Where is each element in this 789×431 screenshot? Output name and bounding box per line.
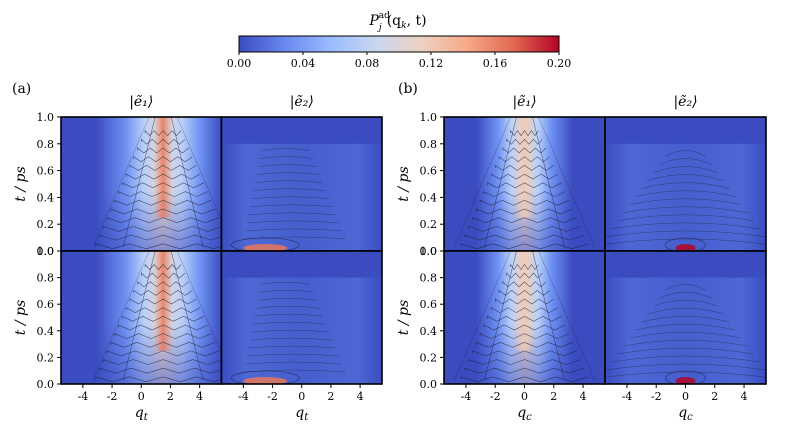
heatmap-b-state2-row1 bbox=[604, 116, 767, 252]
y-axis-label: t / ps bbox=[13, 166, 29, 201]
heatmap-b-state1-row1 bbox=[443, 116, 606, 252]
panel-group-a: |ẽ₁⟩ -4 -2 0 2 4 qt |ẽ₂⟩ -4 -2 0 2 4 qt 0.0 0.2 0.4 0.6 0.… bbox=[12, 81, 383, 423]
heatmap-b-state2-row2 bbox=[604, 250, 767, 385]
panel-label: (b) bbox=[398, 81, 418, 97]
y-tick-label: 0.0 bbox=[420, 378, 438, 391]
y-tick-label: 0.6 bbox=[37, 298, 55, 311]
hotspot bbox=[243, 244, 288, 251]
x-tick-label: 0 bbox=[682, 390, 689, 403]
y-axis-label: t / ps bbox=[13, 300, 29, 335]
column-title: |ẽ₂⟩ bbox=[290, 94, 314, 110]
x-axis-label: qt bbox=[295, 405, 309, 423]
y-tick-label: 0.8 bbox=[420, 138, 438, 151]
colorbar-tick-label: 0.00 bbox=[227, 57, 252, 70]
y-tick-label: 0.8 bbox=[37, 272, 55, 285]
y-tick-label: 0.6 bbox=[37, 165, 55, 178]
y-tick-label: 0.2 bbox=[37, 218, 55, 231]
x-axis-label: qc bbox=[678, 405, 693, 423]
y-tick-label: 0.4 bbox=[420, 325, 438, 338]
y-tick-label: 0.4 bbox=[37, 191, 55, 204]
y-tick-label: 1.0 bbox=[37, 245, 55, 258]
x-tick-label: -2 bbox=[651, 390, 662, 403]
y-tick-label: 0.0 bbox=[420, 245, 438, 258]
y-tick-label: 0.0 bbox=[37, 378, 55, 391]
x-tick-label: -4 bbox=[622, 390, 633, 403]
y-tick-label: 0.0 bbox=[37, 245, 55, 258]
y-tick-label: 0.2 bbox=[37, 351, 55, 364]
x-tick-label: 4 bbox=[357, 390, 364, 403]
y-tick-label: 0.2 bbox=[420, 351, 438, 364]
x-tick-label: 2 bbox=[167, 390, 174, 403]
colorbar-tick-label: 0.04 bbox=[291, 57, 316, 70]
x-tick-label: 4 bbox=[741, 390, 748, 403]
y-tick-label: 0.6 bbox=[420, 298, 438, 311]
x-tick-label: 4 bbox=[580, 390, 587, 403]
x-tick-label: 2 bbox=[711, 390, 718, 403]
x-tick-label: 0 bbox=[521, 390, 528, 403]
column-title: |ẽ₂⟩ bbox=[673, 94, 697, 110]
x-tick-label: 0 bbox=[138, 390, 145, 403]
x-axis-label: qc bbox=[517, 405, 532, 423]
y-tick-label: 1.0 bbox=[420, 245, 438, 258]
x-tick-label: 4 bbox=[196, 390, 203, 403]
heatmap-a-state1-row1 bbox=[60, 116, 223, 252]
y-tick-label: 1.0 bbox=[420, 111, 438, 124]
heatmap-a-state2-row2 bbox=[220, 250, 383, 385]
x-axis-label: qt bbox=[135, 405, 149, 423]
x-tick-label: -4 bbox=[461, 390, 472, 403]
panels: |ẽ₁⟩ -4 -2 0 2 4 qt |ẽ₂⟩ -4 -2 0 2 4 qt 0.0 0.2 0.4 0.6 0.… bbox=[12, 81, 767, 423]
x-tick-label: -2 bbox=[107, 390, 118, 403]
colorbar-title: Pad j (qk, t) bbox=[368, 11, 426, 33]
y-tick-label: 0.4 bbox=[420, 191, 438, 204]
y-axis-label: t / ps bbox=[396, 166, 412, 201]
hotspot bbox=[675, 377, 696, 384]
colorbar-tick-label: 0.20 bbox=[547, 57, 572, 70]
heatmap-a-state1-row2 bbox=[60, 250, 223, 385]
colorbar-gradient bbox=[238, 35, 560, 53]
hotspot bbox=[243, 377, 288, 384]
column-title: |ẽ₁⟩ bbox=[512, 94, 536, 110]
x-tick-label: 2 bbox=[327, 390, 334, 403]
x-tick-label: -2 bbox=[490, 390, 501, 403]
hotspot bbox=[675, 244, 696, 251]
colorbar-tick-label: 0.08 bbox=[355, 57, 380, 70]
colorbar-tick-label: 0.12 bbox=[419, 57, 444, 70]
y-tick-label: 0.4 bbox=[37, 325, 55, 338]
panel-label: (a) bbox=[12, 81, 31, 97]
heatmap-b-state1-row2 bbox=[443, 250, 606, 385]
y-tick-label: 1.0 bbox=[37, 111, 55, 124]
x-tick-label: -4 bbox=[238, 390, 249, 403]
x-tick-label: 0 bbox=[298, 390, 305, 403]
y-tick-label: 0.2 bbox=[420, 218, 438, 231]
x-tick-label: -4 bbox=[78, 390, 89, 403]
column-title: |ẽ₁⟩ bbox=[129, 94, 153, 110]
colorbar-tick-label: 0.16 bbox=[483, 57, 508, 70]
y-axis-label: t / ps bbox=[396, 300, 412, 335]
y-tick-label: 0.8 bbox=[420, 272, 438, 285]
y-tick-label: 0.6 bbox=[420, 165, 438, 178]
colorbar: 0.00 0.04 0.08 0.12 0.16 0.20 bbox=[227, 35, 572, 70]
x-tick-label: 2 bbox=[550, 390, 557, 403]
x-tick-label: -2 bbox=[267, 390, 278, 403]
heatmap-a-state2-row1 bbox=[220, 116, 383, 252]
panel-group-b: |ẽ₁⟩ -4 -2 0 2 4 qc |ẽ₂⟩ -4 -2 0 2 4 qc 0.0 0.2 0.4 0.6 0.… bbox=[396, 81, 767, 423]
y-tick-label: 0.8 bbox=[37, 138, 55, 151]
